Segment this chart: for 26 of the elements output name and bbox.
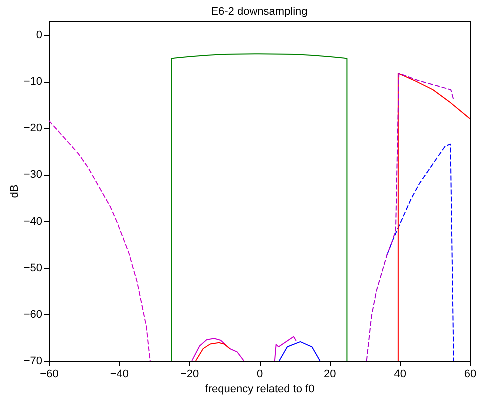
y-tick-label: −50 xyxy=(24,262,42,274)
y-tick-label: −70 xyxy=(24,356,42,368)
line-series xyxy=(274,336,297,361)
x-tick-label: 60 xyxy=(464,368,477,380)
x-tick-label: 40 xyxy=(394,368,406,380)
x-tick-label: 0 xyxy=(256,368,264,380)
y-tick-label: −60 xyxy=(24,308,42,321)
y-tick-label: 0 xyxy=(36,29,42,42)
y-tick-label: −20 xyxy=(24,122,42,135)
line-series xyxy=(398,73,470,361)
x-tick-label: 20 xyxy=(324,368,336,380)
chart-title: E6-2 downsampling xyxy=(211,6,308,18)
y-axis-title: dB xyxy=(8,184,21,198)
x-tick-label: −20 xyxy=(180,368,200,380)
line-series xyxy=(171,54,348,361)
line-series xyxy=(192,338,245,361)
y-tick-label: −40 xyxy=(24,216,42,228)
x-tick-label: −60 xyxy=(40,368,59,380)
x-axis-title: frequency related to f0 xyxy=(205,384,315,396)
x-tick-label: −40 xyxy=(110,368,130,380)
line-series xyxy=(386,144,454,361)
line-series xyxy=(49,120,151,361)
y-tick-label: −30 xyxy=(24,169,42,182)
y-tick-label: −10 xyxy=(24,76,42,88)
line-series xyxy=(196,342,231,361)
line-series xyxy=(366,73,454,361)
